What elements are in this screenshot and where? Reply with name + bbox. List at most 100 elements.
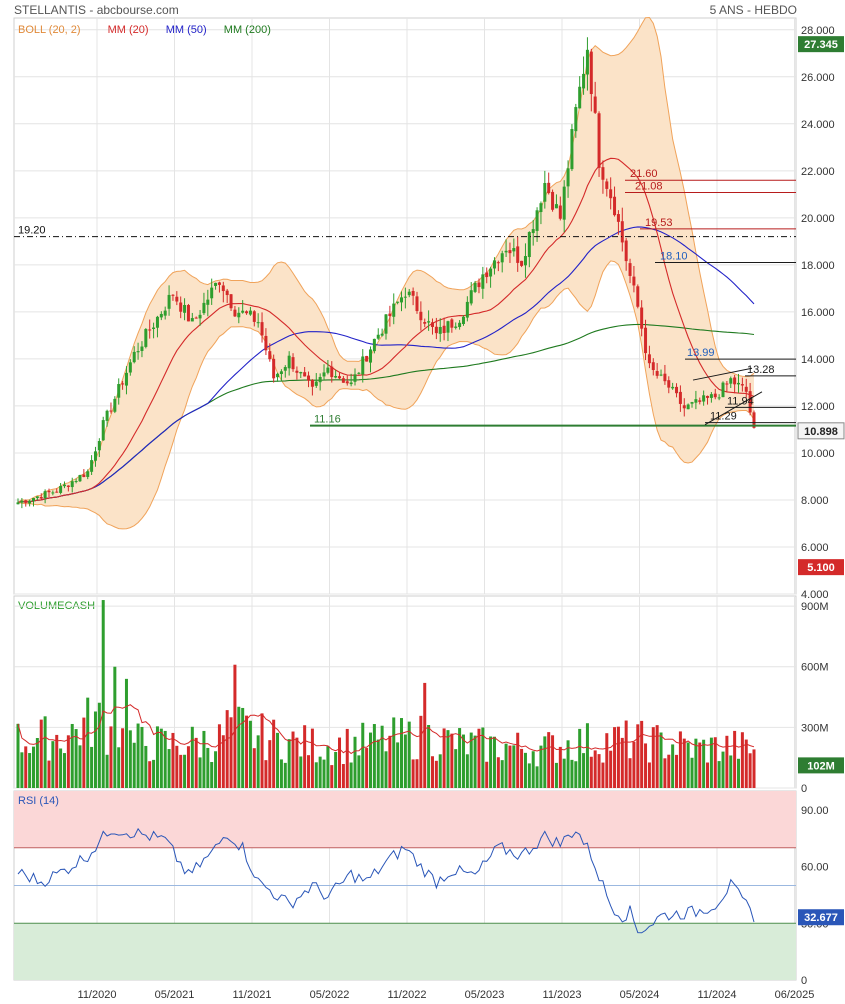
candle-body: [214, 282, 218, 286]
y-tick-label: 24.000: [801, 119, 835, 131]
volume-bar: [35, 738, 39, 788]
volume-bar: [252, 748, 256, 788]
volume-bar: [365, 748, 369, 788]
volume-bar: [318, 756, 322, 788]
candle-body: [295, 370, 299, 373]
candle-body: [229, 294, 233, 309]
candle-body: [682, 405, 686, 409]
volume-bar: [186, 746, 190, 788]
volume-bar: [322, 759, 326, 788]
candle-body: [709, 394, 713, 398]
volume-bar: [690, 757, 694, 788]
level-label: 11.94: [727, 395, 754, 407]
volume-tick-label: 300M: [801, 722, 829, 734]
candle-body: [241, 310, 245, 313]
volume-bar: [175, 745, 179, 788]
volume-bar: [647, 762, 651, 788]
candle-body: [206, 299, 210, 305]
candle-body: [430, 322, 434, 327]
x-tick-label: 11/2024: [698, 989, 737, 1001]
trend-line: [704, 391, 763, 426]
volume-bar: [589, 756, 593, 788]
candle-body: [136, 351, 140, 353]
volume-bar: [124, 678, 128, 788]
volume-bar: [543, 736, 547, 788]
level-label: 11.29: [710, 411, 737, 423]
candle-body: [566, 168, 570, 187]
volume-bar: [523, 752, 527, 788]
candle-body: [310, 379, 314, 387]
candle-body: [20, 500, 24, 503]
volume-bar: [392, 717, 396, 788]
volume-bar: [694, 738, 698, 788]
candle-body: [105, 410, 109, 421]
y-tick-label: 16.000: [801, 307, 835, 319]
volume-bar: [256, 735, 260, 788]
candle-body: [39, 496, 43, 499]
candle-body: [380, 333, 384, 336]
candle-body: [345, 381, 349, 384]
ma20-line: [17, 157, 755, 503]
volume-bar: [70, 723, 74, 788]
volume-bar: [113, 666, 117, 788]
volume-bar: [737, 758, 741, 788]
low-price-badge: [798, 559, 844, 576]
volume-bar: [241, 707, 245, 788]
candle-body: [512, 248, 516, 252]
volume-bar: [725, 735, 729, 788]
candle-body: [349, 382, 353, 385]
candle-body: [276, 373, 280, 378]
volume-bar: [597, 754, 601, 788]
candle-body: [70, 481, 74, 488]
level-label: 21.60: [630, 168, 658, 180]
candle-body: [62, 484, 66, 487]
volume-bar: [152, 759, 156, 788]
candle-body: [388, 313, 392, 317]
candle-body: [539, 203, 543, 213]
legend-entry: MM (20): [108, 24, 149, 36]
candle-body: [202, 302, 206, 314]
volume-tick-label: 900M: [801, 601, 829, 613]
x-tick-label: 11/2020: [78, 989, 117, 1001]
volume-bar: [566, 740, 570, 788]
volume-bar: [469, 732, 473, 788]
volume-bar: [357, 755, 361, 788]
volume-bar: [423, 682, 427, 788]
level-label: 13.99: [687, 347, 715, 359]
y-tick-label: 14.000: [801, 354, 835, 366]
candle-body: [272, 358, 276, 379]
volume-bar: [465, 754, 469, 788]
candle-body: [578, 86, 582, 109]
volume-bar: [51, 741, 55, 788]
y-tick-label: 22.000: [801, 166, 835, 178]
volume-bar: [338, 737, 342, 788]
candle-body: [159, 313, 163, 318]
candle-body: [318, 377, 322, 383]
candle-body: [411, 291, 415, 296]
volume-bar: [171, 732, 175, 788]
candle-body: [334, 376, 338, 378]
candle-body: [535, 210, 539, 231]
candle-body: [47, 490, 51, 493]
volume-bar: [66, 735, 70, 788]
volume-bar: [729, 755, 733, 788]
candle-body: [338, 376, 342, 379]
volume-bar: [155, 726, 159, 788]
bollinger-lower-line: [17, 260, 755, 530]
candle-body: [183, 304, 187, 313]
candle-body: [737, 382, 741, 385]
candle-body: [551, 191, 555, 210]
volume-bar: [632, 741, 636, 788]
candle-body: [217, 282, 221, 285]
volume-bar: [101, 600, 105, 788]
volume-bar: [345, 728, 349, 788]
level-label: 19.20: [18, 225, 46, 237]
candle-body: [403, 296, 407, 298]
volume-bar: [554, 762, 558, 788]
candle-body: [392, 303, 396, 317]
candle-body: [307, 375, 311, 381]
volume-bar: [82, 717, 86, 788]
x-tick-label: 05/2024: [620, 989, 660, 1001]
volume-bar: [396, 742, 400, 788]
volume-bar: [671, 744, 675, 788]
